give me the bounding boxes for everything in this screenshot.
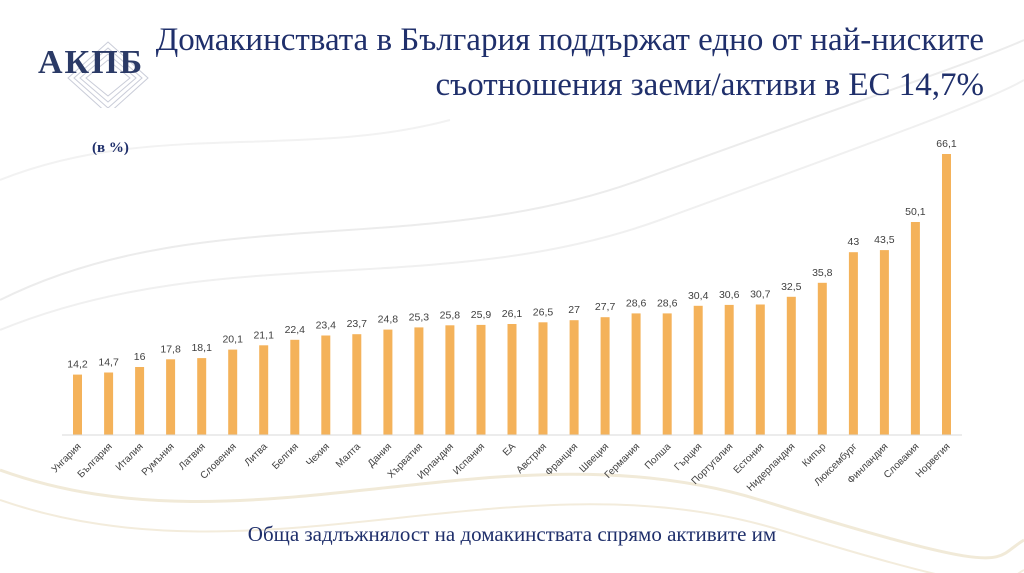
bar-29 [942, 154, 951, 435]
bar-15 [507, 324, 517, 435]
bar-20 [662, 313, 672, 435]
value-label-19: 28,6 [626, 297, 647, 309]
bar-10 [352, 334, 362, 435]
value-label-11: 24,8 [378, 314, 399, 326]
value-label-28: 50,1 [905, 206, 926, 218]
bar-18 [600, 317, 610, 435]
category-label-10: Малта [334, 441, 363, 470]
bar-1 [73, 374, 82, 435]
value-label-10: 23,7 [347, 318, 368, 330]
bar-21 [693, 305, 703, 435]
category-label-7: Литва [243, 441, 271, 469]
category-label-29: Норвегия [914, 441, 953, 480]
bar-11 [383, 329, 393, 435]
value-label-13: 25,8 [440, 309, 461, 321]
value-label-24: 32,5 [781, 281, 802, 293]
category-label-20: Полша [643, 441, 674, 472]
value-label-27: 43,5 [874, 234, 895, 246]
value-label-17: 27 [568, 304, 580, 316]
value-label-6: 20,1 [222, 334, 243, 346]
chart-caption: Обща задлъжнялост на домакинствата спрям… [247, 522, 777, 546]
value-label-20: 28,6 [657, 297, 678, 309]
category-label-8: Белгия [270, 441, 301, 472]
value-label-23: 30,7 [750, 289, 771, 301]
category-label-9: Чехия [304, 441, 332, 469]
page-title: Домакинствата в България поддържат едно … [155, 22, 984, 103]
value-label-25: 35,8 [812, 267, 833, 279]
bar-25 [817, 282, 827, 435]
category-label-14: Испания [451, 441, 487, 477]
bar-16 [538, 322, 548, 435]
value-label-22: 30,6 [719, 289, 740, 301]
logo: АКПБ [38, 38, 168, 108]
category-label-4: Румъния [140, 441, 177, 478]
category-label-11: Дания [366, 441, 394, 469]
value-label-26: 43 [848, 236, 860, 248]
bar-5 [197, 358, 207, 435]
bar-26 [848, 252, 858, 435]
category-label-17: Франция [543, 441, 580, 478]
value-label-12: 25,3 [409, 311, 430, 323]
logo-text: АКПБ [38, 44, 145, 81]
bar-4 [166, 359, 176, 435]
bar-24 [786, 296, 796, 435]
bar-27 [879, 250, 889, 435]
bar-13 [445, 325, 455, 435]
logo-diamond-icon [67, 41, 149, 108]
category-label-25: Кипър [800, 441, 828, 469]
category-label-5: Латвия [177, 441, 208, 472]
bar-28 [910, 222, 920, 435]
value-label-15: 26,1 [502, 308, 523, 320]
bar-17 [569, 320, 579, 435]
value-label-1: 14,2 [67, 359, 88, 371]
bar-7 [259, 345, 269, 435]
bar-22 [724, 304, 734, 435]
bar-19 [631, 313, 641, 435]
bar-23 [755, 304, 765, 435]
value-label-21: 30,4 [688, 290, 709, 302]
value-label-9: 23,4 [316, 320, 337, 332]
value-label-4: 17,8 [160, 343, 181, 355]
value-label-2: 14,7 [98, 357, 119, 369]
category-label-15: ЕА [501, 441, 518, 458]
bar-3 [135, 367, 145, 435]
bar-8 [290, 339, 300, 435]
value-label-29: 66,1 [936, 138, 957, 150]
value-label-5: 18,1 [191, 342, 212, 354]
value-label-16: 26,5 [533, 306, 554, 318]
bar-12 [414, 327, 424, 435]
value-label-18: 27,7 [595, 301, 616, 313]
value-label-3: 16 [134, 351, 146, 363]
value-label-7: 21,1 [253, 329, 274, 341]
bar-2 [104, 372, 114, 435]
bar-14 [476, 324, 486, 435]
value-label-14: 25,9 [471, 309, 492, 321]
bar-9 [321, 335, 331, 435]
unit-label: (в %) [92, 140, 129, 156]
value-label-8: 22,4 [285, 324, 306, 336]
bar-6 [228, 349, 238, 435]
